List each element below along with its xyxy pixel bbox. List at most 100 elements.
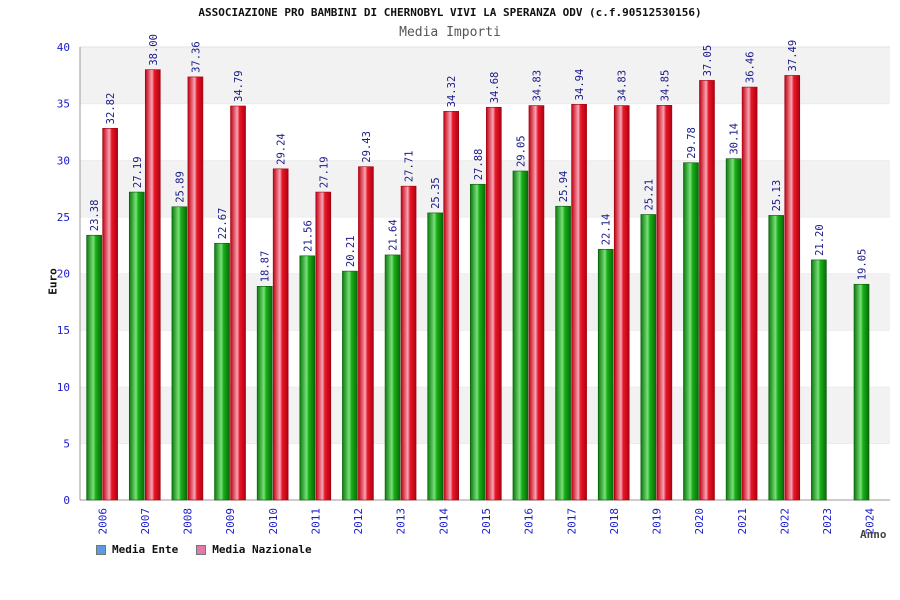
y-tick-label: 35 (57, 98, 70, 111)
bar-media-ente (299, 255, 316, 501)
data-label: 27.71 (404, 151, 416, 183)
bar-media-ente (725, 158, 742, 501)
y-tick-label: 30 (57, 154, 70, 167)
bar-media-nazionale (613, 105, 630, 501)
x-tick-label: 2016 (523, 508, 536, 535)
data-label: 34.83 (617, 70, 629, 102)
chart-title: ASSOCIAZIONE PRO BAMBINI DI CHERNOBYL VI… (198, 6, 702, 19)
x-tick-label: 2020 (693, 508, 706, 535)
bar-media-ente (470, 183, 486, 501)
bar-media-ente (256, 285, 273, 501)
bar-media-ente (86, 234, 102, 501)
y-tick-label: 25 (57, 211, 70, 224)
data-label: 29.43 (361, 131, 373, 163)
data-label: 20.21 (345, 236, 357, 268)
y-tick-label: 15 (57, 324, 70, 337)
data-label: 18.87 (260, 251, 272, 283)
bar-media-nazionale (571, 104, 587, 501)
bar-media-nazionale (315, 191, 332, 501)
data-label: 34.32 (446, 76, 458, 108)
data-label: 21.56 (302, 220, 314, 252)
x-tick-label: 2017 (565, 508, 578, 535)
bar-media-nazionale (102, 128, 118, 501)
y-tick-label: 40 (57, 41, 70, 54)
bar-media-nazionale (699, 80, 715, 501)
x-tick-label: 2011 (309, 508, 322, 535)
legend-swatch-media-nazionale (196, 544, 207, 555)
bar-media-nazionale (741, 86, 758, 501)
data-label: 25.13 (771, 180, 783, 212)
data-label: 38.00 (148, 34, 160, 66)
data-label: 21.20 (814, 224, 826, 256)
data-label: 27.19 (132, 156, 144, 188)
y-tick-label: 10 (57, 381, 70, 394)
x-tick-label: 2007 (139, 508, 152, 535)
data-label: 29.78 (686, 127, 698, 159)
x-tick-label: 2013 (395, 508, 408, 535)
legend-item-media-nazionale: Media Nazionale (196, 543, 312, 556)
x-tick-label: 2019 (651, 508, 664, 535)
x-tick-label: 2021 (736, 508, 749, 535)
data-label: 22.67 (217, 208, 229, 240)
bar-media-nazionale (144, 69, 161, 501)
chart-subtitle: Media Importi (399, 25, 501, 40)
data-label: 34.83 (531, 70, 543, 102)
data-label: 25.89 (174, 171, 186, 203)
x-tick-label: 2018 (608, 508, 621, 535)
legend-item-media-ente: Media Ente (96, 543, 178, 556)
x-tick-label: 2024 (864, 508, 877, 535)
data-label: 34.79 (233, 70, 245, 102)
bar-media-ente (768, 215, 785, 501)
data-label: 21.64 (388, 219, 400, 251)
data-label: 22.14 (601, 214, 613, 246)
bar-media-nazionale (272, 168, 289, 501)
legend-label-media-ente: Media Ente (112, 543, 179, 556)
legend: Media Ente Media Nazionale (96, 543, 312, 556)
data-label: 27.19 (318, 156, 330, 188)
bar-media-ente (384, 254, 401, 501)
bar-media-nazionale (784, 75, 801, 501)
x-tick-label: 2006 (96, 508, 109, 535)
legend-swatch-media-ente (96, 544, 106, 555)
bar-media-nazionale (358, 166, 374, 501)
bar-media-ente (128, 191, 145, 501)
data-label: 27.88 (473, 149, 485, 181)
y-tick-label: 0 (63, 494, 70, 507)
bar-media-nazionale (400, 185, 417, 501)
x-tick-label: 2012 (352, 508, 365, 535)
bar-media-nazionale (187, 76, 204, 501)
x-tick-label: 2008 (182, 508, 195, 535)
x-tick-label: 2023 (821, 508, 834, 535)
data-label: 34.68 (489, 72, 501, 104)
x-tick-label: 2010 (267, 508, 280, 535)
data-label: 23.38 (89, 200, 101, 232)
x-tick-label: 2015 (480, 508, 493, 535)
bar-media-ente (427, 212, 443, 501)
bar-media-nazionale (656, 105, 673, 501)
bar-media-ente (811, 259, 827, 501)
data-label: 37.36 (190, 41, 202, 73)
y-tick-label: 5 (63, 437, 70, 450)
bar-media-nazionale (486, 106, 502, 501)
y-tick-label: 20 (57, 268, 70, 281)
data-label: 36.46 (745, 51, 757, 83)
data-label: 29.24 (276, 133, 288, 165)
x-tick-label: 2014 (437, 508, 450, 535)
bar-media-ente (555, 205, 571, 501)
data-label: 29.05 (515, 135, 527, 167)
data-label: 32.82 (105, 93, 117, 125)
legend-label-media-nazionale: Media Nazionale (212, 543, 312, 556)
bar-media-nazionale (230, 105, 246, 501)
bar-media-ente (640, 214, 657, 501)
data-label: 34.94 (574, 69, 586, 101)
data-label: 30.14 (729, 123, 741, 155)
data-label: 25.21 (643, 179, 655, 211)
bar-media-ente (214, 242, 230, 501)
x-tick-label: 2022 (778, 508, 791, 535)
data-label: 37.05 (702, 45, 714, 77)
data-label: 34.85 (659, 70, 671, 102)
bar-media-ente (342, 270, 358, 501)
data-label: 25.94 (558, 171, 570, 203)
bar-media-nazionale (528, 105, 545, 501)
